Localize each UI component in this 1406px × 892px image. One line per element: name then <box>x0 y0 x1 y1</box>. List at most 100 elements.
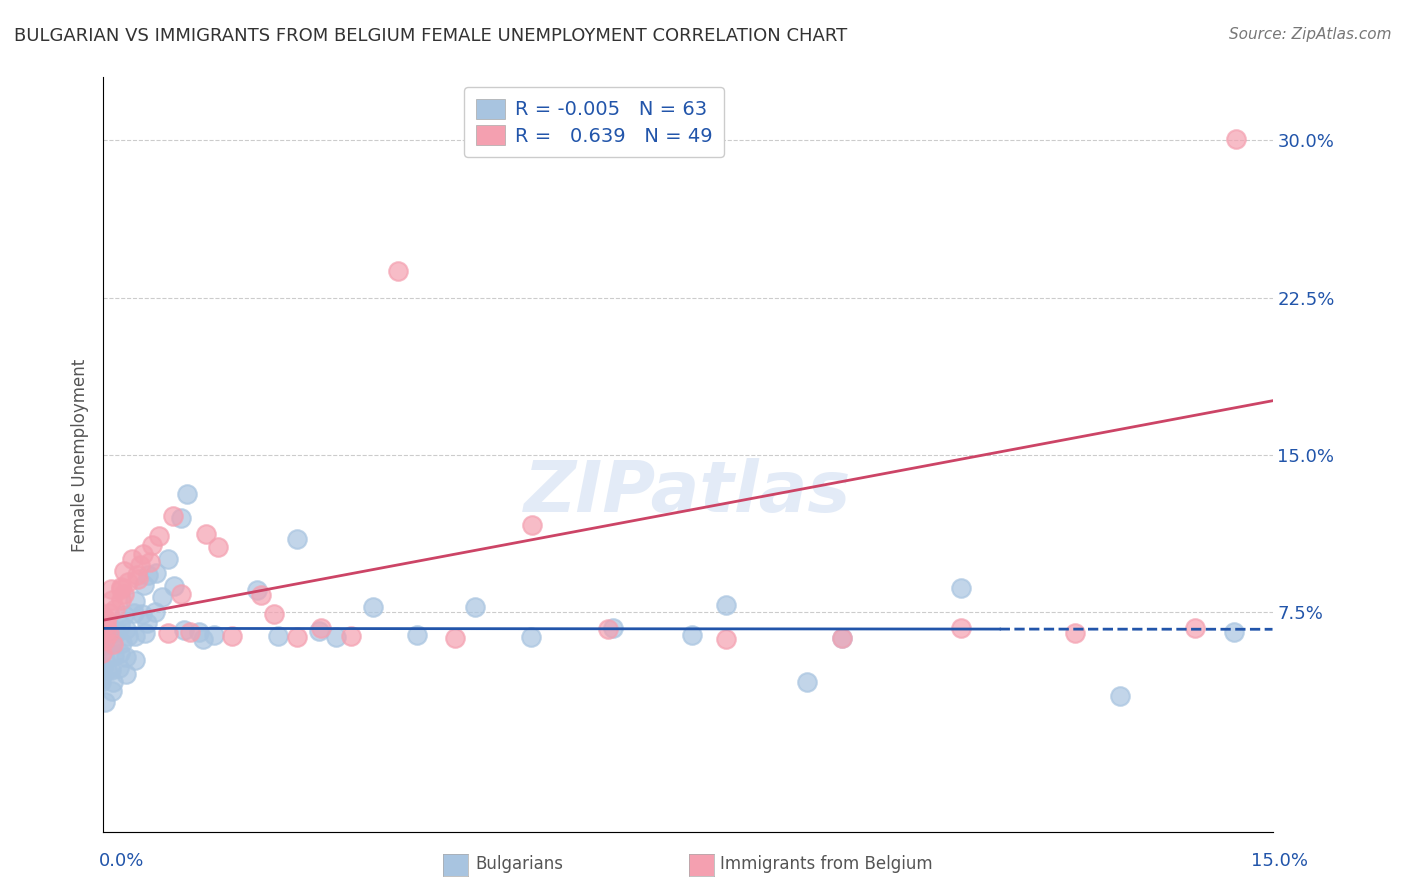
Point <box>796 675 818 690</box>
Point <box>170 587 193 601</box>
Point <box>94 695 117 709</box>
Point <box>150 591 173 605</box>
Point <box>90 670 112 684</box>
Point <box>263 607 285 622</box>
Point <box>406 628 429 642</box>
Text: Bulgarians: Bulgarians <box>475 855 564 873</box>
Point <box>1108 690 1130 704</box>
Point <box>179 624 201 639</box>
Point <box>1225 132 1247 146</box>
Point <box>121 552 143 566</box>
Point <box>157 625 180 640</box>
Point <box>98 626 121 640</box>
Point <box>831 631 853 645</box>
Point <box>207 540 229 554</box>
Point <box>520 630 543 644</box>
Point <box>135 616 157 631</box>
Point <box>221 629 243 643</box>
Point <box>714 632 737 646</box>
Point <box>361 600 384 615</box>
Point <box>110 593 132 607</box>
Point <box>1223 624 1246 639</box>
Point <box>112 607 135 622</box>
Text: Immigrants from Belgium: Immigrants from Belgium <box>720 855 932 873</box>
Point <box>602 621 624 635</box>
Point <box>170 511 193 525</box>
Point <box>285 532 308 546</box>
Point <box>134 578 156 592</box>
Point <box>285 631 308 645</box>
Point <box>950 581 973 595</box>
Point <box>94 652 117 666</box>
Point <box>124 606 146 620</box>
Point <box>831 631 853 645</box>
Point <box>115 667 138 681</box>
Point <box>101 635 124 649</box>
Point <box>104 601 127 615</box>
Point <box>114 587 136 601</box>
Legend: R = -0.005   N = 63, R =   0.639   N = 49: R = -0.005 N = 63, R = 0.639 N = 49 <box>464 87 724 157</box>
Point <box>131 547 153 561</box>
Point <box>89 623 111 637</box>
Point <box>97 616 120 631</box>
Point <box>598 622 620 636</box>
Point <box>157 551 180 566</box>
Point <box>117 629 139 643</box>
Point <box>339 629 361 643</box>
Point <box>134 626 156 640</box>
Point <box>325 631 347 645</box>
Point <box>131 607 153 622</box>
Point <box>124 652 146 666</box>
Point <box>101 637 124 651</box>
Point <box>101 684 124 698</box>
Point <box>103 649 125 664</box>
Point <box>94 625 117 640</box>
Point <box>173 623 195 637</box>
Point <box>141 537 163 551</box>
Point <box>716 599 738 613</box>
Point <box>464 599 486 614</box>
Text: BULGARIAN VS IMMIGRANTS FROM BELGIUM FEMALE UNEMPLOYMENT CORRELATION CHART: BULGARIAN VS IMMIGRANTS FROM BELGIUM FEM… <box>14 27 848 45</box>
Point <box>188 625 211 640</box>
Point <box>96 613 118 627</box>
Point <box>1184 621 1206 635</box>
Point <box>93 609 115 624</box>
Point <box>148 529 170 543</box>
Point <box>110 616 132 631</box>
Point <box>143 605 166 619</box>
Point <box>387 264 409 278</box>
Point <box>93 633 115 648</box>
Point <box>101 593 124 607</box>
Point <box>176 487 198 501</box>
Point <box>311 621 333 635</box>
Point <box>127 568 149 582</box>
Point <box>90 675 112 690</box>
Text: Source: ZipAtlas.com: Source: ZipAtlas.com <box>1229 27 1392 42</box>
Point <box>127 572 149 586</box>
Point <box>100 582 122 596</box>
Point <box>124 594 146 608</box>
Point <box>246 583 269 598</box>
Point <box>139 555 162 569</box>
Point <box>522 518 544 533</box>
Point <box>93 639 115 653</box>
Text: ZIPatlas: ZIPatlas <box>524 458 852 527</box>
Point <box>194 527 217 541</box>
Point <box>111 636 134 650</box>
Point <box>1064 626 1087 640</box>
Point <box>112 564 135 578</box>
Point <box>117 575 139 590</box>
Point <box>110 582 132 596</box>
Point <box>266 629 288 643</box>
Point <box>100 663 122 677</box>
Point <box>950 621 973 635</box>
Point <box>202 628 225 642</box>
Point <box>110 580 132 594</box>
Point <box>96 616 118 631</box>
Point <box>103 675 125 690</box>
Point <box>128 558 150 573</box>
Y-axis label: Female Unemployment: Female Unemployment <box>72 359 89 551</box>
Point <box>91 646 114 660</box>
Point <box>163 579 186 593</box>
Point <box>114 622 136 636</box>
